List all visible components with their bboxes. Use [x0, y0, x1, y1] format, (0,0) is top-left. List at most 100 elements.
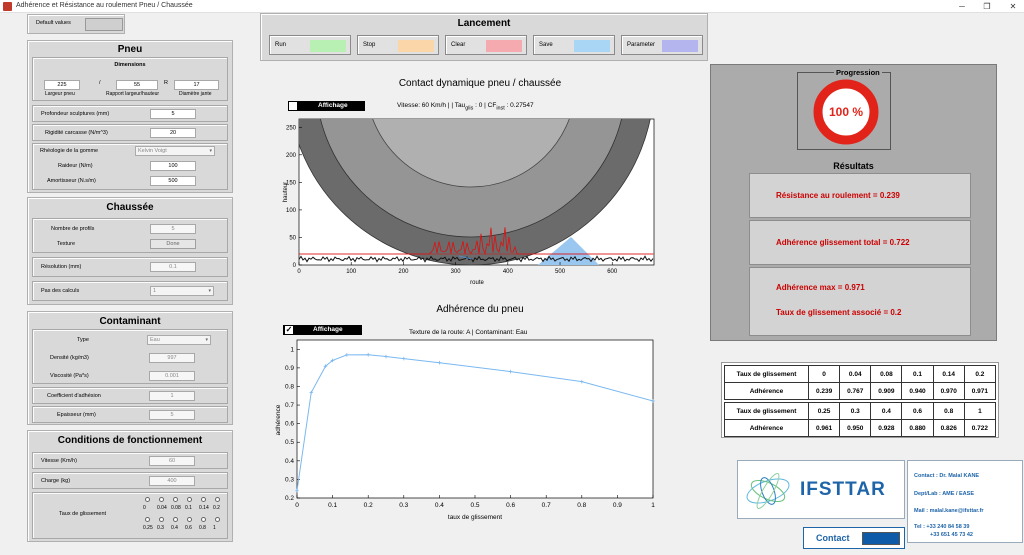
adh-xlabel: taux de glissement: [448, 514, 502, 521]
adh-y-tick-label: 0.8: [285, 383, 294, 390]
pneu-title: Pneu: [117, 44, 143, 55]
save-button[interactable]: Save: [533, 35, 615, 55]
table-cell-taux: 0.4: [870, 402, 903, 420]
type-select[interactable]: Eau ▾: [147, 335, 211, 345]
texture-done-button[interactable]: Done: [150, 239, 196, 249]
rim-diameter-field[interactable]: 17: [174, 80, 219, 90]
raideur-field[interactable]: 100: [150, 161, 196, 171]
parameter-color-swatch: [662, 40, 698, 52]
taux-radio-0.04[interactable]: [159, 497, 164, 502]
adh-series-line: [296, 354, 654, 491]
contact-x-tick-label: 0: [297, 269, 301, 275]
taux-radio-label: 0.25: [143, 525, 153, 531]
taux-radio-0.08[interactable]: [173, 497, 178, 502]
taux-radio-label: 0.2: [213, 505, 220, 511]
tire-ratio-field[interactable]: 55: [116, 80, 158, 90]
table-row: Adhérence 0.961 0.950 0.928 0.880 0.826 0.722: [724, 419, 997, 437]
coef-field[interactable]: 1: [149, 391, 195, 401]
taux-radio-label: 0: [143, 505, 146, 511]
epaisseur-label: Epaisseur (mm): [57, 412, 96, 418]
charge-field[interactable]: 400: [149, 476, 195, 486]
stop-button[interactable]: Stop: [357, 35, 439, 55]
contact-mail[interactable]: Mail : malal.kane@ifsttar.fr: [914, 508, 984, 514]
contact-marker: [458, 255, 473, 260]
contaminant-title: Contaminant: [99, 316, 161, 327]
minimize-button[interactable]: ─: [959, 2, 965, 11]
amortisseur-field[interactable]: 500: [150, 176, 196, 186]
contact-x-tick-label: 600: [607, 269, 618, 275]
adh-point: [330, 358, 335, 363]
adh-affichage-bar: ✓ Affichage: [283, 325, 362, 335]
sculptures-field[interactable]: 5: [150, 109, 196, 119]
contact-x-tick-label: 300: [451, 269, 462, 275]
contact-chart-title: Contact dynamique pneu / chaussée: [398, 78, 562, 89]
rr-result: Résistance au roulement = 0.239: [776, 191, 900, 200]
adh-point: [508, 369, 513, 374]
restore-button[interactable]: ❐: [983, 2, 991, 11]
adh-x-tick-label: 0.7: [542, 502, 551, 509]
contact-dept: Dept/Lab : AME / EASE: [914, 491, 974, 497]
adh-x-tick-label: 0.2: [364, 502, 373, 509]
tire-width-field[interactable]: 225: [44, 80, 80, 90]
taux-radio-0.3[interactable]: [159, 517, 164, 522]
close-button[interactable]: ✕: [1009, 2, 1017, 11]
tire-rim: [372, 119, 570, 188]
clear-button[interactable]: Clear: [445, 35, 527, 55]
taux-radio-1[interactable]: [215, 517, 220, 522]
adh-x-tick-label: 0.5: [470, 502, 479, 509]
densite-field[interactable]: 997: [149, 353, 195, 363]
taux-radio-0.4[interactable]: [173, 517, 178, 522]
adh-point: [402, 356, 406, 361]
title-bar: Adhérence et Résistance au roulement Pne…: [0, 0, 1024, 13]
charge-row: Charge (kg) 400: [32, 472, 228, 489]
table-cell-adh: 0.970: [932, 382, 965, 400]
taux-radio-0.25[interactable]: [145, 517, 150, 522]
table-cell-taux: 0.3: [839, 402, 872, 420]
taux-radio-0.14[interactable]: [201, 497, 206, 502]
pas-select[interactable]: 1 ▾: [150, 286, 214, 296]
taux-radio-0.1[interactable]: [187, 497, 192, 502]
contact-button[interactable]: [862, 532, 900, 545]
table-cell-taux: 0: [807, 365, 841, 383]
adh-x-tick-label: 0.8: [577, 502, 586, 509]
contact-x-tick-label: 100: [346, 269, 357, 275]
rr-result-box: Résistance au roulement = 0.239: [749, 173, 971, 218]
adh-affichage-checkbox[interactable]: ✓: [284, 325, 294, 335]
table-cell-adh: 0.722: [963, 419, 997, 437]
taux-radio-0.6[interactable]: [187, 517, 192, 522]
contact-y-tick-label: 100: [286, 208, 297, 214]
parameter-button[interactable]: Parameter: [621, 35, 703, 55]
densite-label: Densité (kg/m3): [50, 355, 89, 361]
adherence-chart: 0 0.1 0.2 0.3 0.4 0.5 0.6 0.7 0.8 0.9 1 0.20.30.40…: [275, 339, 655, 521]
table-cell-adh: 0.940: [901, 382, 934, 400]
amax-result-box: Adhérence max = 0.971 Taux de glissement…: [749, 267, 971, 336]
contact-x-tick-label: 500: [555, 269, 566, 275]
contact-x-axis: 0 100 200 300 400 500 600: [297, 262, 618, 275]
run-button[interactable]: Run: [269, 35, 351, 55]
pas-value: 1: [153, 288, 157, 294]
adh-y-tick-label: 0.9: [285, 365, 294, 372]
contact-xlabel: route: [470, 280, 484, 286]
results-table: Taux de glissement 0 0.04 0.08 0.1 0.14 0.2 Adh…: [721, 362, 999, 438]
stop-color-swatch: [398, 40, 434, 52]
table-cell-taux: 0.2: [963, 365, 997, 383]
vitesse-field[interactable]: 60: [149, 456, 195, 466]
chevron-down-icon: ▾: [209, 148, 212, 154]
rigidite-field[interactable]: 20: [150, 128, 196, 138]
adh-x-tick-label: 0.6: [506, 502, 515, 509]
adh-series: [295, 352, 655, 493]
taux-radio-0[interactable]: [145, 497, 150, 502]
taux-radio-0.2[interactable]: [215, 497, 220, 502]
adh-x-tick-label: 0.3: [399, 502, 408, 509]
profils-field[interactable]: 5: [150, 224, 196, 234]
run-color-swatch: [310, 40, 346, 52]
table-cell-taux: 0.08: [870, 365, 903, 383]
taux-group: Taux de glissement 0 0.04 0.08 0.1 0.14 0.2 0.…: [32, 492, 228, 539]
rheologie-select[interactable]: Kelvin Voigt ▾: [135, 146, 215, 156]
epaisseur-field[interactable]: 5: [149, 410, 195, 420]
resolution-field[interactable]: 0.1: [150, 262, 196, 272]
default-values-button[interactable]: [85, 18, 123, 31]
taux-radio-0.8[interactable]: [201, 517, 206, 522]
contact-button-box[interactable]: Contact: [803, 527, 905, 549]
viscosite-field[interactable]: 0.001: [149, 371, 195, 381]
